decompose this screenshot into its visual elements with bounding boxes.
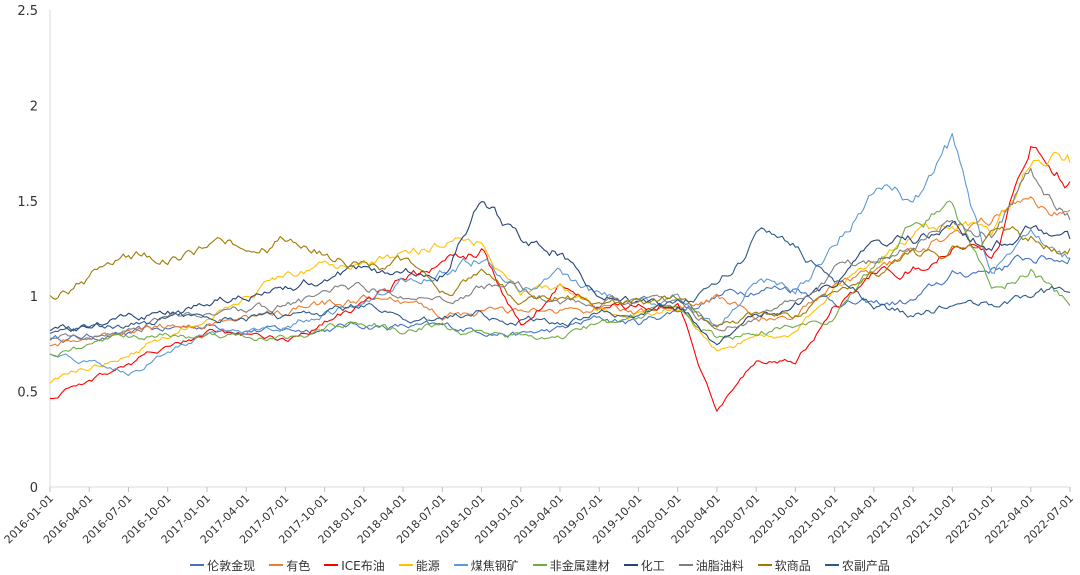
legend-label: 伦敦金现 <box>207 558 256 573</box>
legend-item: 伦敦金现 <box>190 557 255 574</box>
legend-item: 非金属建材 <box>532 557 610 574</box>
series-line-1 <box>49 254 1071 343</box>
series-line-8 <box>49 167 1071 340</box>
legend-swatch <box>678 564 693 566</box>
legend-swatch <box>453 564 468 566</box>
legend-item: 农副产品 <box>824 557 890 574</box>
legend-label: 有色 <box>286 558 311 573</box>
legend-swatch <box>623 564 638 566</box>
y-tick-label: 0.5 <box>17 386 38 401</box>
legend: 伦敦金现 有色 ICE布油 能源 煤焦钢矿 非金属建材 化工 油脂油料 软商品 农副产品 <box>0 556 1080 574</box>
legend-swatch <box>324 564 339 566</box>
legend-label: 软商品 <box>774 558 811 573</box>
series-line-6 <box>49 200 1071 357</box>
plot-lines <box>49 133 1071 412</box>
y-tick-label: 2 <box>30 99 38 114</box>
legend-label: 煤焦钢矿 <box>470 558 519 573</box>
legend-swatch <box>269 564 284 566</box>
y-tick-label: 2.5 <box>17 4 38 19</box>
legend-label: 农副产品 <box>841 558 890 573</box>
legend-swatch <box>757 564 772 566</box>
y-tick-label: 1 <box>30 290 38 305</box>
legend-label: ICE布油 <box>341 558 385 573</box>
series-line-4 <box>49 151 1071 384</box>
legend-item: 化工 <box>623 557 665 574</box>
legend-swatch <box>398 564 413 566</box>
series-line-10 <box>49 227 1071 335</box>
legend-item: ICE布油 <box>324 557 385 574</box>
legend-item: 油脂油料 <box>678 557 744 574</box>
legend-item: 能源 <box>398 557 440 574</box>
legend-item: 有色 <box>269 557 310 574</box>
x-axis: 2016-01-012016-04-012016-07-012016-10-01… <box>2 486 1076 546</box>
line-chart: 0 0.5 1 1.5 2 2.5 2016-01-012016-04-012016-07… <box>2 4 1076 546</box>
legend-label: 能源 <box>415 558 440 573</box>
legend-swatch <box>824 564 839 566</box>
series-line-9 <box>49 226 1071 328</box>
legend-label: 油脂油料 <box>695 558 744 573</box>
legend-item: 煤焦钢矿 <box>453 557 519 574</box>
y-tick-label: 1.5 <box>17 195 38 210</box>
series-line-7 <box>49 201 1071 346</box>
y-tick-label: 0 <box>30 481 38 496</box>
series-line-5 <box>49 133 1071 377</box>
legend-item: 软商品 <box>757 557 811 574</box>
legend-swatch <box>190 564 205 566</box>
legend-label: 化工 <box>640 558 665 573</box>
series-line-3 <box>49 145 1071 412</box>
legend-swatch <box>532 564 547 566</box>
series-line-2 <box>49 196 1071 347</box>
y-axis: 0 0.5 1 1.5 2 2.5 <box>17 4 51 496</box>
legend-label: 非金属建材 <box>549 558 610 573</box>
